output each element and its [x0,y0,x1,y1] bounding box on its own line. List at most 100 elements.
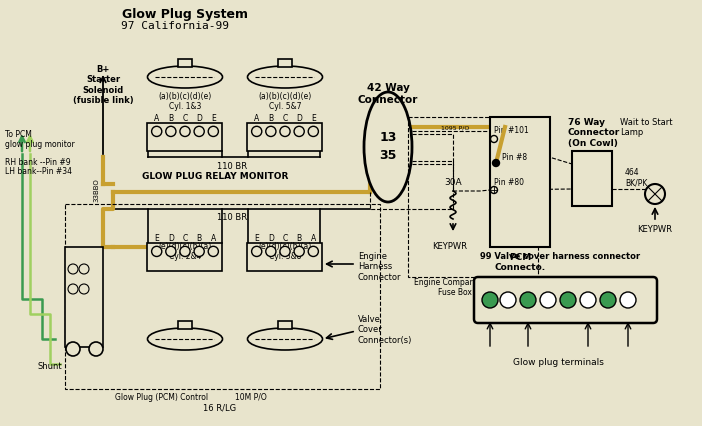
Ellipse shape [248,67,322,89]
Text: B+
Starter
Solenoid
(fusible link): B+ Starter Solenoid (fusible link) [73,65,133,105]
Text: Engine Compartment
Fuse Box: Engine Compartment Fuse Box [414,277,496,296]
Text: (e)(d)(c)(b)(a)
Cyl. 2&4: (e)(d)(c)(b)(a) Cyl. 2&4 [159,242,211,261]
FancyBboxPatch shape [474,277,657,323]
Text: B: B [268,114,273,123]
Text: D: D [168,233,174,242]
Bar [278,321,292,329]
Text: Glow plug terminals: Glow plug terminals [512,357,604,366]
Circle shape [308,247,319,257]
Text: B: B [296,233,302,242]
Text: B: B [69,341,77,350]
Bar [147,243,223,271]
Text: 13: 13 [379,131,397,144]
Circle shape [540,292,556,308]
Text: Shunt: Shunt [38,361,62,370]
Circle shape [89,342,103,356]
Text: C: C [282,114,288,123]
Circle shape [482,292,498,308]
Text: C: C [183,233,187,242]
Text: D: D [296,114,302,123]
Circle shape [79,284,89,294]
Text: 110 BR: 110 BR [217,161,247,170]
Text: D: D [197,114,202,123]
Circle shape [645,184,665,204]
Circle shape [66,342,80,356]
Circle shape [180,127,190,137]
Bar [248,243,322,271]
Circle shape [600,292,616,308]
Text: Glow Plug (PCM) Control: Glow Plug (PCM) Control [115,392,208,401]
Circle shape [166,247,176,257]
Circle shape [152,247,161,257]
Text: 464
BK/PK: 464 BK/PK [625,167,647,187]
Text: PCM
Connecto.: PCM Connecto. [494,253,545,272]
Circle shape [280,247,290,257]
Circle shape [208,127,218,137]
Circle shape [251,247,262,257]
Circle shape [560,292,576,308]
Circle shape [208,247,218,257]
Circle shape [580,292,596,308]
Circle shape [152,127,161,137]
Text: 33BBO: 33BBO [93,178,99,201]
Text: 97 California-99: 97 California-99 [121,21,229,31]
Text: RH bank --Pin #9: RH bank --Pin #9 [5,158,71,167]
Text: C: C [183,114,187,123]
Text: E: E [311,114,316,123]
Circle shape [79,265,89,274]
Circle shape [194,247,204,257]
Text: Pin #101: Pin #101 [494,126,529,135]
Circle shape [620,292,636,308]
Text: A: A [93,341,99,350]
Text: C: C [282,233,288,242]
Text: Glow Plug System: Glow Plug System [122,8,248,21]
Circle shape [194,127,204,137]
Text: 16 R/LG: 16 R/LG [204,403,237,412]
Ellipse shape [147,67,223,89]
Text: LH bank--Pin #34: LH bank--Pin #34 [5,167,72,176]
Text: E: E [254,233,259,242]
Circle shape [520,292,536,308]
Ellipse shape [248,328,322,350]
Circle shape [500,292,516,308]
Text: E: E [211,114,216,123]
Bar [178,321,192,329]
Bar [178,60,192,68]
Text: Engine
Harness
Connector: Engine Harness Connector [358,251,402,281]
Text: To PCM
glow plug monitor: To PCM glow plug monitor [5,130,74,149]
Text: GLOW PLUG RELAY MONITOR: GLOW PLUG RELAY MONITOR [142,172,289,181]
Circle shape [180,247,190,257]
Text: 110 BR: 110 BR [217,213,247,222]
Circle shape [68,265,78,274]
Text: 30A: 30A [444,178,462,187]
Ellipse shape [147,328,223,350]
Text: Pin #80: Pin #80 [494,178,524,187]
Circle shape [251,127,262,137]
Ellipse shape [364,93,412,202]
Text: 1095 P/O: 1095 P/O [441,126,469,131]
Text: Pin #8: Pin #8 [502,153,527,161]
Circle shape [266,247,276,257]
Circle shape [68,284,78,294]
Text: Valve
Cover
Connector(s): Valve Cover Connector(s) [358,314,412,344]
Bar [65,204,380,389]
Text: A: A [211,233,216,242]
Text: KEYPWR: KEYPWR [637,225,673,233]
Text: A: A [154,114,159,123]
Text: A: A [311,233,316,242]
Text: 42 Way
Connector: 42 Way Connector [358,83,418,104]
Circle shape [266,127,276,137]
Text: E: E [154,233,159,242]
Text: KEYPWR: KEYPWR [432,242,468,250]
Bar [147,124,223,152]
Bar [490,118,550,248]
Text: 76 Way
Connector
(On Cowl): 76 Way Connector (On Cowl) [568,118,621,147]
Text: 10M P/O: 10M P/O [235,392,267,401]
Text: B: B [168,114,173,123]
Text: 99 Valve cover harness connector: 99 Valve cover harness connector [480,251,640,260]
Bar [572,152,612,207]
Text: Wait to Start
Lamp: Wait to Start Lamp [620,118,673,137]
Text: (a)(b)(c)(d)(e)
Cyl. 1&3: (a)(b)(c)(d)(e) Cyl. 1&3 [159,92,211,111]
Text: D: D [268,233,274,242]
Text: (e)(d)(c)(b)(a)
Cyl. 5&8: (e)(d)(c)(b)(a) Cyl. 5&8 [258,242,312,261]
